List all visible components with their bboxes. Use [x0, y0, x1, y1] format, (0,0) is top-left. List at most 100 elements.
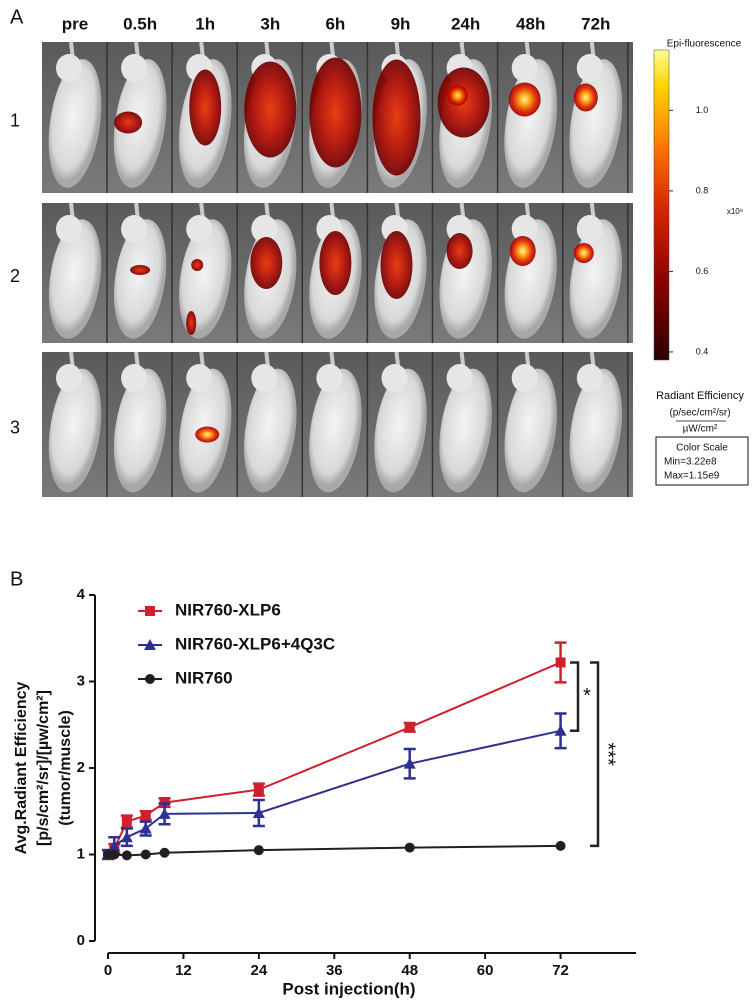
marker — [404, 842, 415, 853]
scale-title: Color Scale — [676, 443, 728, 454]
x-tick-label: 72 — [552, 962, 569, 979]
mouse — [48, 59, 102, 188]
y-axis-label: Avg.Radiant Efficiency — [13, 682, 30, 855]
mouse — [309, 368, 362, 493]
signal — [244, 61, 297, 158]
signal — [114, 111, 143, 134]
mouse-head — [511, 54, 538, 82]
marker — [121, 816, 132, 827]
mouse-head — [56, 54, 82, 82]
scale-max: Max=1.15e9 — [664, 471, 720, 482]
marker — [140, 810, 151, 821]
signal — [380, 231, 413, 299]
series-line — [107, 661, 561, 856]
colorbar — [653, 49, 670, 361]
marker — [109, 849, 120, 860]
mouse-head — [251, 364, 278, 392]
mouse-head — [446, 364, 473, 392]
mouse — [48, 368, 102, 493]
signal — [130, 265, 151, 275]
marker — [403, 757, 416, 769]
panel-label: A — [10, 6, 24, 28]
mouse — [179, 219, 232, 339]
signal — [195, 426, 220, 443]
signal — [319, 231, 352, 295]
unit-numerator: (p/sec/cm²/sr) — [669, 408, 730, 419]
x-tick-label: 24 — [251, 962, 268, 979]
series-line — [107, 729, 561, 856]
mouse-head — [511, 215, 538, 243]
marker — [554, 724, 567, 736]
colorbar-multiplier: x10⁹ — [727, 207, 743, 216]
timepoint-label: 72h — [581, 14, 610, 33]
marker — [555, 840, 566, 851]
x-tick-label: 12 — [175, 962, 192, 979]
timepoint-label: 48h — [516, 14, 545, 33]
colorbar-tick-label: 1.0 — [696, 105, 709, 115]
colorbar-tick-label: 0.6 — [696, 266, 709, 276]
mouse — [113, 219, 167, 339]
significance-bracket — [570, 661, 580, 733]
significance-label: * — [583, 685, 591, 707]
timepoint-label: 0.5h — [123, 14, 157, 33]
marker — [121, 850, 132, 861]
unit-title: Radiant Efficiency — [656, 390, 744, 402]
signal — [372, 59, 421, 176]
marker — [145, 674, 155, 684]
unit-denominator: µW/cm² — [683, 424, 718, 435]
mouse-head — [121, 215, 148, 243]
significance-label: *** — [597, 742, 619, 766]
mouse-head — [576, 215, 603, 243]
timepoint-label: 6h — [325, 14, 345, 33]
y-tick-label: 1 — [77, 845, 85, 862]
signal — [446, 233, 473, 269]
marker — [144, 639, 156, 650]
x-tick-label: 36 — [326, 962, 343, 979]
legend-label: NIR760 — [175, 668, 233, 687]
marker — [555, 657, 566, 668]
mouse-head — [381, 364, 408, 392]
legend-label: NIR760-XLP6 — [175, 600, 281, 619]
signal — [508, 82, 541, 117]
y-tick-label: 2 — [77, 759, 85, 776]
signal — [309, 57, 362, 168]
group-label: 3 — [10, 417, 20, 437]
marker — [145, 606, 155, 616]
legend-label: NIR760-XLP6+4Q3C — [175, 634, 335, 653]
marker — [158, 807, 171, 819]
signal — [189, 69, 222, 146]
signal — [447, 85, 468, 106]
mouse — [569, 368, 623, 493]
mouse-head — [576, 54, 603, 82]
colorbar-title: Epi-fluorescence — [667, 39, 742, 50]
mouse-head — [251, 215, 278, 243]
timepoint-label: pre — [62, 14, 88, 33]
mouse-head — [186, 215, 213, 243]
group-label: 1 — [10, 110, 20, 130]
panel-a: A Epi-fluorescence x10⁹ Radiant Efficien… — [10, 6, 749, 497]
marker — [252, 806, 265, 818]
x-tick-label: 48 — [401, 962, 418, 979]
y-axis-label: [p/s/cm²/sr]/[µw/cm²] — [35, 690, 52, 846]
marker — [253, 784, 264, 795]
series-line — [108, 844, 561, 857]
x-tick-label: 60 — [477, 962, 494, 979]
signal — [250, 237, 283, 289]
mouse-head — [121, 364, 148, 392]
marker — [404, 722, 415, 733]
mouse — [48, 219, 102, 339]
significance-bracket — [590, 661, 600, 848]
mouse — [244, 368, 297, 493]
x-axis-label: Post injection(h) — [282, 979, 415, 998]
marker — [139, 822, 152, 834]
mouse-head — [56, 364, 82, 392]
mouse-head — [511, 364, 538, 392]
mouse — [113, 368, 167, 493]
timepoint-label: 9h — [391, 14, 411, 33]
marker — [140, 849, 151, 860]
y-tick-label: 3 — [77, 672, 85, 689]
mouse-head — [186, 364, 213, 392]
signal — [573, 83, 598, 112]
